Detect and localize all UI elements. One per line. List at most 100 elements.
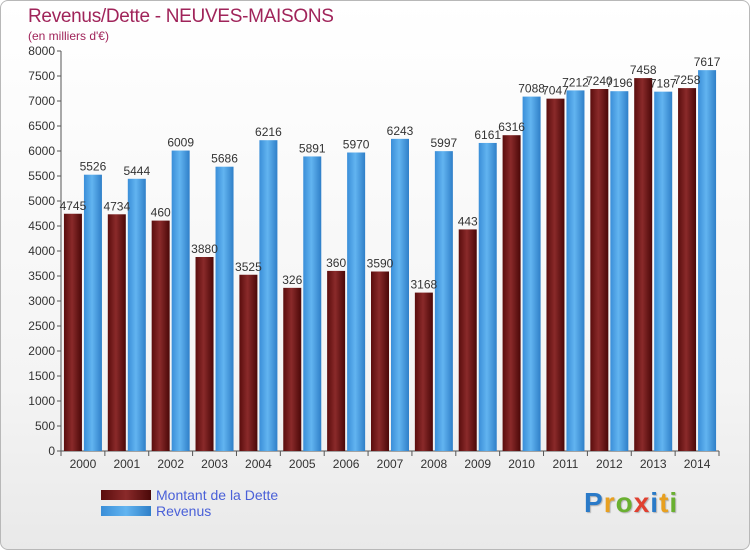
logo-letter: i <box>650 487 660 518</box>
proxiti-logo: Proxiti <box>584 487 678 519</box>
bar-revenus <box>391 138 409 451</box>
data-label-revenus: 6009 <box>167 136 194 150</box>
y-tick-label: 0 <box>48 444 55 458</box>
legend-label-revenus: Revenus <box>156 503 212 519</box>
data-label-revenus: 7196 <box>606 76 633 90</box>
y-tick-label: 5000 <box>28 194 55 208</box>
chart-subtitle: (en milliers d'€) <box>28 29 109 43</box>
bar-revenus <box>698 70 717 452</box>
logo-letter: x <box>633 487 651 518</box>
chart-data-labels: 4745 4734 460 3880 3525 326 360 3590 3168 443 6316… <box>60 55 721 291</box>
x-tick-label: 2013 <box>640 457 667 471</box>
bar-revenus <box>478 142 497 451</box>
y-tick-label: 7000 <box>28 94 55 108</box>
y-tick-label: 7500 <box>28 69 55 83</box>
data-label-dette: 7240 <box>586 74 613 88</box>
data-label-revenus: 6161 <box>474 128 501 142</box>
x-tick-label: 2004 <box>245 457 272 471</box>
data-label-dette: 360 <box>326 256 346 270</box>
y-tick-label: 4000 <box>28 244 55 258</box>
bar-revenus <box>127 178 146 452</box>
bar-dette <box>371 271 389 451</box>
chart-title: Revenus/Dette - NEUVES-MAISONS <box>28 6 334 27</box>
data-label-dette: 7047 <box>542 84 569 98</box>
data-label-dette: 460 <box>151 206 171 220</box>
bar-revenus <box>434 151 453 451</box>
chart-bars <box>63 70 717 452</box>
data-label-revenus: 5891 <box>299 141 326 155</box>
logo-letter: i <box>669 487 679 518</box>
data-label-revenus: 5526 <box>80 160 107 174</box>
bar-revenus <box>654 91 673 452</box>
x-tick-label: 2014 <box>684 457 711 471</box>
x-tick-label: 2008 <box>421 457 448 471</box>
data-label-revenus: 5686 <box>211 152 238 166</box>
y-tick-label: 5500 <box>28 169 55 183</box>
bar-dette <box>151 220 170 451</box>
data-label-dette: 443 <box>458 214 478 228</box>
x-tick-label: 2010 <box>508 457 535 471</box>
bar-revenus <box>303 156 322 451</box>
data-label-dette: 7258 <box>674 73 701 87</box>
legend-swatch-revenus <box>101 506 151 516</box>
data-label-revenus: 5444 <box>123 164 150 178</box>
bar-dette <box>195 257 214 451</box>
y-tick-label: 1500 <box>28 369 55 383</box>
data-label-dette: 6316 <box>498 120 525 134</box>
bar-dette <box>458 229 477 451</box>
y-tick-label: 4500 <box>28 219 55 233</box>
bar-revenus <box>83 174 102 451</box>
x-tick-label: 2011 <box>553 457 579 471</box>
y-tick-label: 6000 <box>28 144 55 158</box>
data-label-revenus: 7617 <box>694 55 721 69</box>
y-tick-label: 8000 <box>28 44 55 58</box>
bar-dette <box>590 89 609 451</box>
y-tick-label: 500 <box>35 419 55 433</box>
bar-dette <box>678 88 697 451</box>
bar-dette <box>283 287 302 451</box>
y-tick-label: 3500 <box>28 269 55 283</box>
bar-dette <box>546 98 565 452</box>
bar-revenus <box>566 90 585 452</box>
data-label-revenus: 5970 <box>343 138 370 152</box>
logo-letter: r <box>603 487 616 518</box>
data-label-dette: 326 <box>282 273 302 287</box>
x-tick-label: 2012 <box>596 457 623 471</box>
legend-swatch-dette <box>101 490 151 500</box>
data-label-revenus: 7187 <box>650 77 677 91</box>
bar-dette <box>327 270 346 451</box>
data-label-dette: 3525 <box>235 260 262 274</box>
bar-revenus <box>171 150 190 452</box>
data-label-dette: 4734 <box>103 199 130 213</box>
bar-revenus <box>259 140 278 451</box>
logo-letter: P <box>584 487 604 518</box>
logo-letter: t <box>659 487 670 518</box>
data-label-dette: 3168 <box>411 278 438 292</box>
data-label-dette: 7458 <box>630 63 657 77</box>
data-label-dette: 3590 <box>367 257 394 271</box>
x-tick-label: 2000 <box>70 457 97 471</box>
x-tick-label: 2006 <box>333 457 360 471</box>
data-label-revenus: 7212 <box>562 75 589 89</box>
y-tick-label: 2500 <box>28 319 55 333</box>
bar-dette <box>414 292 433 451</box>
x-tick-label: 2003 <box>201 457 228 471</box>
bar-dette <box>107 214 126 451</box>
y-tick-label: 3000 <box>28 294 55 308</box>
x-tick-label: 2009 <box>464 457 491 471</box>
bar-revenus <box>522 96 541 451</box>
bar-revenus <box>347 152 366 451</box>
bar-dette <box>239 274 258 451</box>
x-tick-label: 2007 <box>377 457 404 471</box>
data-label-revenus: 6216 <box>255 125 282 139</box>
x-tick-label: 2005 <box>289 457 316 471</box>
data-label-revenus: 5997 <box>431 136 458 150</box>
bar-revenus <box>610 91 629 451</box>
bar-dette <box>502 135 521 451</box>
bar-revenus <box>215 166 234 451</box>
bar-dette <box>634 78 653 451</box>
data-label-dette: 3880 <box>191 242 218 256</box>
data-label-dette: 4745 <box>60 199 87 213</box>
